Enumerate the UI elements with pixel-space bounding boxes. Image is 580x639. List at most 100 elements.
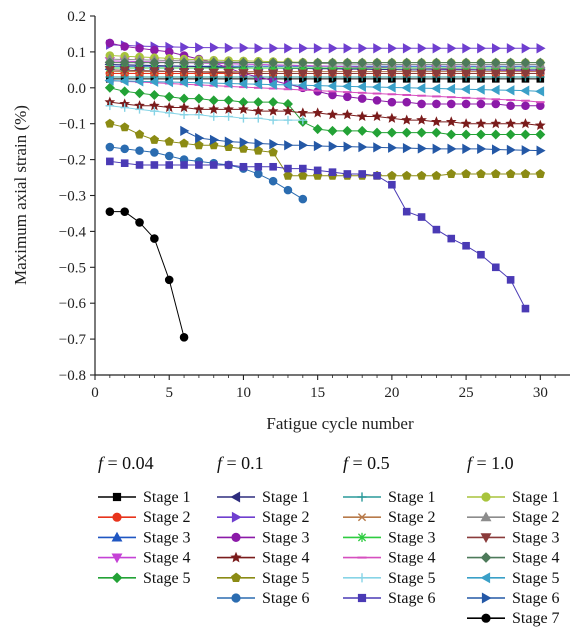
data-point <box>432 99 441 109</box>
data-point <box>164 151 174 161</box>
y-tick-label: −0.4 <box>59 224 87 240</box>
data-point <box>195 161 203 169</box>
data-point <box>461 169 471 178</box>
y-tick-label: −0.7 <box>59 332 87 348</box>
data-point <box>491 144 502 155</box>
data-point <box>402 207 411 216</box>
data-point <box>253 114 263 123</box>
series-g4-stage-5 <box>104 75 545 97</box>
data-point <box>224 136 234 147</box>
data-point <box>432 225 441 234</box>
legend-entry-stage-4: Stage 4 <box>98 550 191 567</box>
data-point <box>119 75 129 87</box>
data-point <box>373 171 381 180</box>
data-point <box>490 84 500 96</box>
data-point <box>105 118 115 128</box>
legend-marker <box>480 533 492 544</box>
data-point <box>164 91 175 102</box>
y-tick-label: −0.8 <box>59 368 86 384</box>
data-point <box>373 142 383 153</box>
legend-entry-stage-2: Stage 2 <box>98 509 191 526</box>
legend-marker <box>111 531 123 542</box>
data-point <box>313 140 323 152</box>
series-line <box>109 87 541 135</box>
legend-f-value: = 1.0 <box>472 453 514 473</box>
data-point <box>505 118 516 129</box>
legend-entry-stage-5: Stage 5 <box>98 570 191 587</box>
data-point <box>445 116 457 127</box>
legend-label: Stage 2 <box>143 509 191 526</box>
series-line <box>109 211 185 338</box>
data-point <box>180 161 188 169</box>
data-point <box>178 101 190 113</box>
legend-entry-stage-3: Stage 3 <box>343 529 436 546</box>
data-point <box>431 170 442 180</box>
data-point <box>372 96 382 105</box>
data-point <box>506 43 516 54</box>
data-point <box>372 57 383 68</box>
data-point <box>268 115 278 125</box>
data-point <box>165 161 174 169</box>
legend-label: Stage 3 <box>143 529 191 546</box>
legend-f-symbol: f <box>217 453 225 473</box>
legend-group-title: f = 0.04 <box>98 453 154 473</box>
data-point <box>208 103 220 114</box>
data-point <box>475 84 485 95</box>
data-point <box>269 139 279 150</box>
data-point <box>193 68 205 78</box>
x-tick-label: 15 <box>310 385 325 401</box>
data-point <box>446 69 457 79</box>
legend-entry-stage-1: Stage 1 <box>343 489 436 506</box>
data-point <box>357 94 367 103</box>
data-point <box>106 157 114 166</box>
data-point <box>297 69 308 79</box>
legend-entry-stage-5: Stage 5 <box>467 570 560 587</box>
series-line <box>109 44 541 49</box>
data-point <box>490 69 501 79</box>
data-point <box>282 57 293 68</box>
data-point <box>521 145 531 156</box>
data-point <box>193 77 203 88</box>
data-point <box>388 43 398 54</box>
data-point <box>163 76 174 88</box>
legend-marker <box>230 551 242 563</box>
data-point <box>343 92 352 102</box>
series-line <box>109 42 541 107</box>
data-point <box>149 134 160 144</box>
data-point <box>417 213 426 221</box>
data-point <box>239 162 248 171</box>
data-point <box>520 129 531 140</box>
data-point <box>535 69 546 79</box>
data-point <box>179 93 190 104</box>
legend-label: Stage 5 <box>512 570 560 587</box>
data-point <box>477 250 485 259</box>
data-point <box>461 129 472 140</box>
legend-entry-stage-3: Stage 3 <box>98 529 191 546</box>
data-point <box>299 164 307 173</box>
data-point <box>357 69 368 79</box>
legend-group-title: f = 1.0 <box>467 453 514 473</box>
data-point <box>105 207 115 216</box>
data-point <box>238 78 248 90</box>
data-point <box>195 132 205 144</box>
legend-marker <box>480 572 491 584</box>
legend-label: Stage 1 <box>512 489 560 506</box>
data-point <box>120 103 129 112</box>
data-point <box>209 112 219 121</box>
legend-entry-stage-3: Stage 3 <box>467 529 560 546</box>
legend-group-2: f = 0.1 Stage 1 Stage 2 Stage 3 Stage 4 Stage… <box>217 453 310 607</box>
legend-f-symbol: f <box>343 453 351 473</box>
data-point <box>431 83 441 94</box>
data-point <box>416 83 426 94</box>
data-point <box>386 127 397 138</box>
legend-marker <box>112 512 122 522</box>
data-point <box>297 80 307 91</box>
data-point <box>224 112 233 121</box>
data-point <box>490 118 502 129</box>
data-point <box>208 95 219 106</box>
data-point <box>179 138 189 148</box>
data-point <box>387 170 397 180</box>
legend-group-1: f = 0.04 Stage 1 Stage 2 Stage 3 Stage 4 Stag… <box>98 453 191 587</box>
data-point <box>401 127 412 138</box>
legend-marker <box>481 492 491 502</box>
